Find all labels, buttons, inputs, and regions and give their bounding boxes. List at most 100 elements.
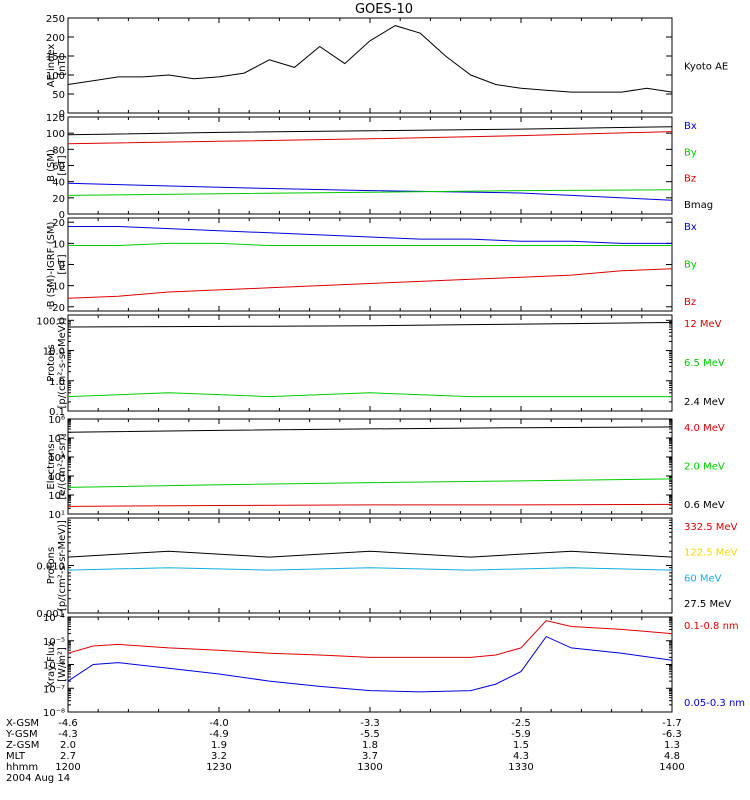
legend-entry: Kyoto AE [684,62,728,73]
x-axis-value: -4.9 [209,729,229,740]
y-axis-label: Protons [46,547,57,584]
series-line [67,392,672,398]
panel-frame [67,517,673,614]
y-tick-label: 100 [46,129,65,140]
y-tick-label: 20 [52,194,65,205]
x-axis-row-label: Y-GSM [5,729,38,740]
panel-electrons: 10¹ 10² 10³ 10⁴ 10⁵ 10⁶ Electrons [e/(cm²-s-sr)… [46,415,725,521]
series-line [68,242,672,246]
legend-entry: 0.05-0.3 nm [684,698,745,709]
y-tick-label: 100.0 [36,316,65,327]
x-axis-value: 2.0 [60,740,76,751]
y-tick-label: 0.001 [36,609,65,620]
y-tick-label: -10 [49,282,65,293]
y-tick-label: 100 [46,71,65,82]
panel-protons_hi: 0.1 1.0 10.0 100.0 Protons [p/(cm²-s-sr-MeV)]… [36,314,725,418]
legend-entry: Bx [684,222,697,233]
y-axis-label: B (SM) [46,149,57,182]
series-line [68,226,672,244]
y-axis-label: Electrons [46,443,57,489]
y-tick-label: 10⁴ [48,453,65,464]
y-tick-label: 10³ [48,472,65,483]
series-line [67,268,673,299]
y-axis-label: B (SM)-IGRF (SM) [46,222,57,308]
y-axis-label: [nT] [57,55,68,75]
y-axis-label: [nT] [57,155,68,175]
x-axis-value: -5.5 [360,729,380,740]
x-axis-value: -4.0 [209,718,229,729]
y-tick-label: 50 [52,90,65,101]
series-line [67,550,673,558]
legend-entry: By [684,260,697,271]
series-line [67,189,673,196]
y-tick-label: 80 [52,145,65,156]
legend-entry: 60 MeV [684,573,722,584]
x-axis-value: -3.3 [360,718,380,729]
legend-entry: Bx [684,121,697,132]
series-line [67,126,673,136]
series-line [67,182,673,201]
x-axis-value: 1330 [508,762,533,773]
y-tick-label: 10⁵ [48,434,65,445]
plot-title: GOES-10 [355,2,413,17]
panel-frame [67,616,673,713]
legend-entry: Bmag [684,200,713,211]
x-axis-row-label: X-GSM [6,718,39,729]
x-axis-value: 1200 [55,762,80,773]
x-axis-value: 4.3 [513,751,529,762]
y-tick-label: 10⁻⁴ [43,613,65,624]
series-line [67,503,673,507]
y-axis-label: [p/(cm²-s-sr-MeV)] [57,317,68,408]
y-tick-label: 10 [52,239,65,250]
x-axis-value: 1.8 [362,740,378,751]
series-line [67,426,673,433]
x-axis-value: 1400 [659,762,684,773]
x-axis-row-label: Z-GSM [6,740,39,751]
y-axis-label: [p/(cm²-s-sr-MeV)] [57,520,68,611]
y-tick-label: 10⁻⁷ [43,684,65,695]
y-axis-label: AE index [46,44,57,88]
x-axis-value: -4.3 [58,729,78,740]
legend-entry: 2.0 MeV [684,462,725,473]
y-tick-label: 0 [59,109,65,120]
y-tick-label: 10² [48,491,65,502]
panel-bsm: 0 20 40 60 80 100 120 B (SM) [nT] Bx By Bz Bmag [46,113,713,221]
panel-ae: 0 50 100 150 200 250 AE index [nT] Kyoto AE [46,14,728,120]
x-axis-value: 1.9 [211,740,227,751]
x-axis-value: 1.3 [664,740,680,751]
x-axis-value: -5.9 [511,729,531,740]
date-label: 2004 Aug 14 [6,773,70,784]
y-axis-label: Xray Flux [46,641,57,688]
y-tick-label: 10.0 [43,347,65,358]
y-tick-label: 0.1 [49,407,65,418]
legend-entry: Bz [684,174,696,185]
x-axis-value: -2.5 [511,718,531,729]
panel-frame [67,418,673,515]
series-line [67,322,673,328]
y-tick-label: 40 [52,178,65,189]
y-tick-label: 10⁻⁸ [43,708,65,719]
x-axis-value: 4.8 [664,751,680,762]
y-tick-label: 250 [46,14,65,25]
panel-frame [67,116,673,215]
legend-entry: 122.5 MeV [684,548,738,559]
legend-entry: 4.0 MeV [684,423,725,434]
y-tick-label: 10⁻⁶ [43,661,65,672]
legend-entry: Bz [684,297,696,308]
series-line [67,620,673,658]
x-axis-value: 2.7 [60,751,76,762]
series-line [67,131,673,145]
x-axis-value: -4.6 [58,718,78,729]
legend-entry: 6.5 MeV [684,358,725,369]
y-tick-label: 10⁻⁵ [43,637,65,648]
x-axis-value: 1230 [206,762,231,773]
y-tick-label: 200 [46,33,65,44]
y-tick-label: -20 [49,303,65,314]
x-axis-row-label: MLT [6,751,26,762]
x-axis-value: 3.2 [211,751,227,762]
x-axis-value: 1.5 [513,740,529,751]
y-axis-label: [nT] [57,254,68,274]
x-axis-value: 3.7 [362,751,378,762]
y-tick-label: 0 [59,261,65,272]
